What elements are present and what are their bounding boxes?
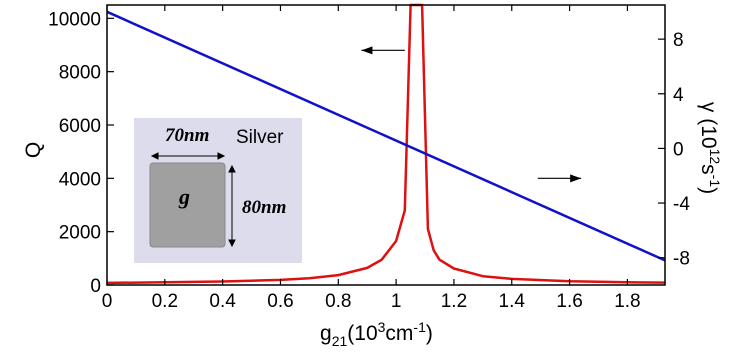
y-left-tick-label: 8000 xyxy=(59,63,101,84)
x-axis-title-sup: 3 xyxy=(378,319,386,335)
x-tick-label: 0.2 xyxy=(152,291,178,312)
annotation-arrow-right xyxy=(537,174,582,183)
y-left-tick-label: 2000 xyxy=(59,223,101,244)
x-axis-title-close: ) xyxy=(426,322,433,345)
y-right-tick-label: 0 xyxy=(673,139,684,160)
y-right-tick-label: 8 xyxy=(673,30,684,51)
y-right-tick-label: -8 xyxy=(673,249,690,270)
inset: Silver 70nm 80nm g xyxy=(134,118,302,263)
x-axis-title: g21(103cm-1) xyxy=(320,319,433,349)
y-left-tick-label: 6000 xyxy=(59,116,101,137)
annotation-layer xyxy=(361,46,582,183)
x-tick-label: 0.6 xyxy=(267,291,293,312)
y-right-axis-title-sup2: -1 xyxy=(707,175,723,188)
x-tick-label: 1 xyxy=(391,291,402,312)
inset-region-label: g xyxy=(178,184,190,209)
x-axis-title-sup2: -1 xyxy=(413,319,426,335)
x-tick-label: 0 xyxy=(102,291,113,312)
inset-height-arrow xyxy=(228,164,236,248)
x-tick-label: 0.8 xyxy=(325,291,351,312)
x-axis-ticks: 0 0.2 0.4 0.6 0.8 1 1.2 1.4 1.6 1.8 xyxy=(102,5,641,312)
y-left-tick-label: 10000 xyxy=(48,9,101,30)
x-axis-title-pre: (10 xyxy=(347,322,377,345)
x-tick-label: 1.8 xyxy=(614,291,640,312)
y-left-tick-label: 0 xyxy=(90,276,101,297)
x-tick-label: 1.2 xyxy=(441,291,467,312)
y-right-axis-title-sup: 12 xyxy=(707,149,723,165)
y-right-tick-label: -4 xyxy=(673,194,690,215)
x-axis-title-unit: cm xyxy=(385,322,413,345)
annotation-arrow-left xyxy=(361,46,405,55)
inset-width-arrow xyxy=(150,152,226,160)
inset-width-label: 70nm xyxy=(165,125,209,146)
inset-height-label: 80nm xyxy=(242,197,286,218)
x-tick-label: 1.6 xyxy=(556,291,582,312)
y-right-axis-ticks: 8 4 0 -4 -8 xyxy=(658,30,690,270)
inset-rectangle xyxy=(149,162,226,248)
y-left-axis-ticks: 0 2000 4000 6000 8000 10000 xyxy=(48,9,114,297)
x-tick-label: 1.4 xyxy=(499,291,526,312)
inset-material-label: Silver xyxy=(236,127,284,148)
y-right-axis-title: γ (1012s-1) xyxy=(697,102,723,194)
x-axis-title-sub: 21 xyxy=(332,333,348,349)
y-right-axis-title-close: ) xyxy=(697,187,720,194)
plot-frame xyxy=(106,4,666,286)
series-line-gamma xyxy=(106,10,666,262)
y-right-axis-title-unit: s xyxy=(697,164,720,175)
x-axis-title-base: g xyxy=(320,322,332,345)
y-left-axis-title: Q xyxy=(22,142,45,158)
y-right-tick-label: 4 xyxy=(673,85,684,106)
y-left-tick-label: 4000 xyxy=(59,169,101,190)
y-right-axis-title-pre: γ (10 xyxy=(697,102,720,149)
x-tick-label: 0.4 xyxy=(209,291,236,312)
